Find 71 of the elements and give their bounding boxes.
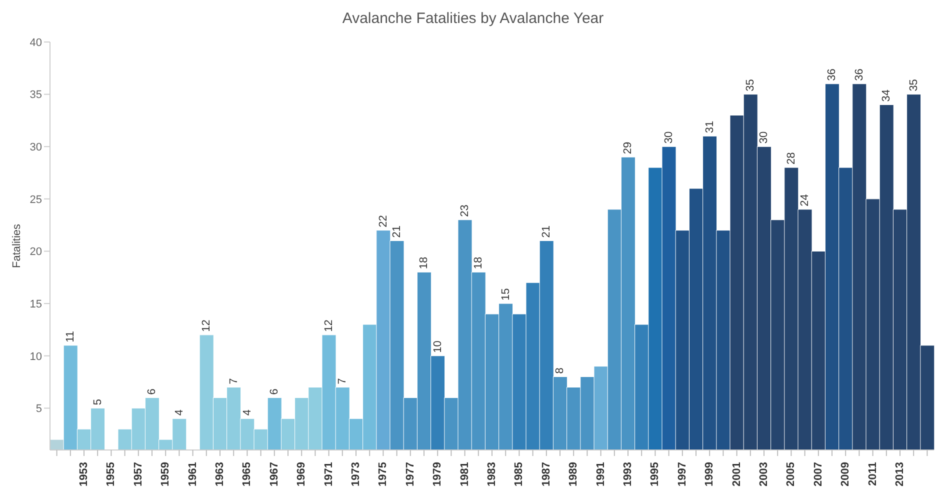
data-label: 35 bbox=[744, 79, 757, 92]
x-tick-label: 1967 bbox=[268, 462, 280, 486]
x-tick-label: 1957 bbox=[132, 462, 144, 486]
data-label: 8 bbox=[554, 368, 566, 374]
data-label: 18 bbox=[472, 256, 485, 270]
data-label: 6 bbox=[146, 388, 158, 395]
x-tick-label: 1969 bbox=[296, 462, 308, 486]
data-label: 12 bbox=[323, 320, 335, 332]
x-tick-label: 2011 bbox=[866, 462, 879, 486]
x-tick-label: 1991 bbox=[594, 462, 607, 486]
x-tick-label: 1959 bbox=[160, 462, 172, 486]
y-tick-label: 10 bbox=[30, 350, 42, 363]
data-label: 30 bbox=[663, 131, 675, 144]
y-tick-label: 25 bbox=[30, 194, 42, 206]
data-label: 21 bbox=[391, 226, 403, 238]
y-tick-label: 20 bbox=[30, 246, 42, 258]
x-tick-label: 1979 bbox=[432, 462, 444, 486]
data-label: 24 bbox=[799, 194, 811, 206]
y-tick-label: 40 bbox=[30, 36, 42, 49]
x-tick-label: 1993 bbox=[622, 462, 634, 486]
data-label: 34 bbox=[880, 90, 893, 102]
data-label: 18 bbox=[418, 256, 430, 270]
x-tick-label: 1955 bbox=[105, 462, 118, 486]
data-label: 21 bbox=[540, 226, 553, 238]
x-tick-label: 1963 bbox=[214, 462, 226, 486]
x-tick-label: 1977 bbox=[404, 462, 416, 486]
x-tick-label: 2005 bbox=[785, 462, 798, 486]
x-tick-label: 1961 bbox=[186, 462, 199, 486]
data-label: 7 bbox=[228, 378, 240, 384]
x-tick-label: 1997 bbox=[676, 462, 688, 486]
data-label: 35 bbox=[908, 79, 920, 92]
x-tick-label: 1989 bbox=[568, 462, 580, 486]
y-tick-label: 35 bbox=[30, 89, 42, 102]
data-label: 30 bbox=[758, 131, 770, 144]
x-tick-label: 1985 bbox=[513, 462, 526, 486]
y-tick-label: 30 bbox=[30, 142, 42, 154]
data-label: 22 bbox=[377, 215, 390, 228]
x-tick-label: 1971 bbox=[322, 462, 335, 486]
data-label: 4 bbox=[241, 409, 254, 416]
x-tick-label: 1995 bbox=[649, 462, 662, 486]
x-tick-label: 1999 bbox=[704, 462, 716, 486]
data-label: 28 bbox=[785, 152, 798, 165]
x-tick-label: 2007 bbox=[812, 462, 824, 486]
x-tick-label: 2009 bbox=[840, 462, 852, 486]
x-tick-label: 2013 bbox=[894, 462, 906, 486]
data-label: 10 bbox=[432, 340, 444, 353]
y-axis-title: Fatalities bbox=[10, 224, 23, 268]
data-label: 4 bbox=[173, 409, 186, 416]
data-label: 36 bbox=[853, 68, 866, 81]
y-tick-label: 5 bbox=[36, 403, 42, 416]
x-tick-label: 1987 bbox=[540, 462, 552, 486]
data-label: 31 bbox=[704, 120, 716, 134]
data-label: 11 bbox=[64, 330, 77, 342]
x-tick-label: 1965 bbox=[241, 462, 254, 486]
data-label: 12 bbox=[200, 320, 213, 332]
x-tick-label: 1953 bbox=[78, 462, 90, 486]
x-tick-label: 1983 bbox=[486, 462, 498, 486]
x-tick-label: 1975 bbox=[377, 462, 390, 486]
data-label: 5 bbox=[92, 399, 104, 406]
data-label: 6 bbox=[268, 388, 281, 395]
x-tick-label: 1981 bbox=[458, 462, 471, 486]
x-tick-label: 2001 bbox=[730, 462, 743, 486]
data-label: 29 bbox=[622, 142, 634, 154]
data-label: 23 bbox=[459, 204, 471, 217]
x-tick-label: 1973 bbox=[350, 462, 362, 486]
data-label: 36 bbox=[826, 68, 838, 81]
data-label: 7 bbox=[336, 378, 349, 384]
data-label: 15 bbox=[500, 288, 512, 301]
x-tick-label: 2003 bbox=[758, 462, 770, 486]
y-tick-label: 15 bbox=[30, 298, 42, 310]
chart-title: Avalanche Fatalities by Avalanche Year bbox=[341, 10, 605, 27]
